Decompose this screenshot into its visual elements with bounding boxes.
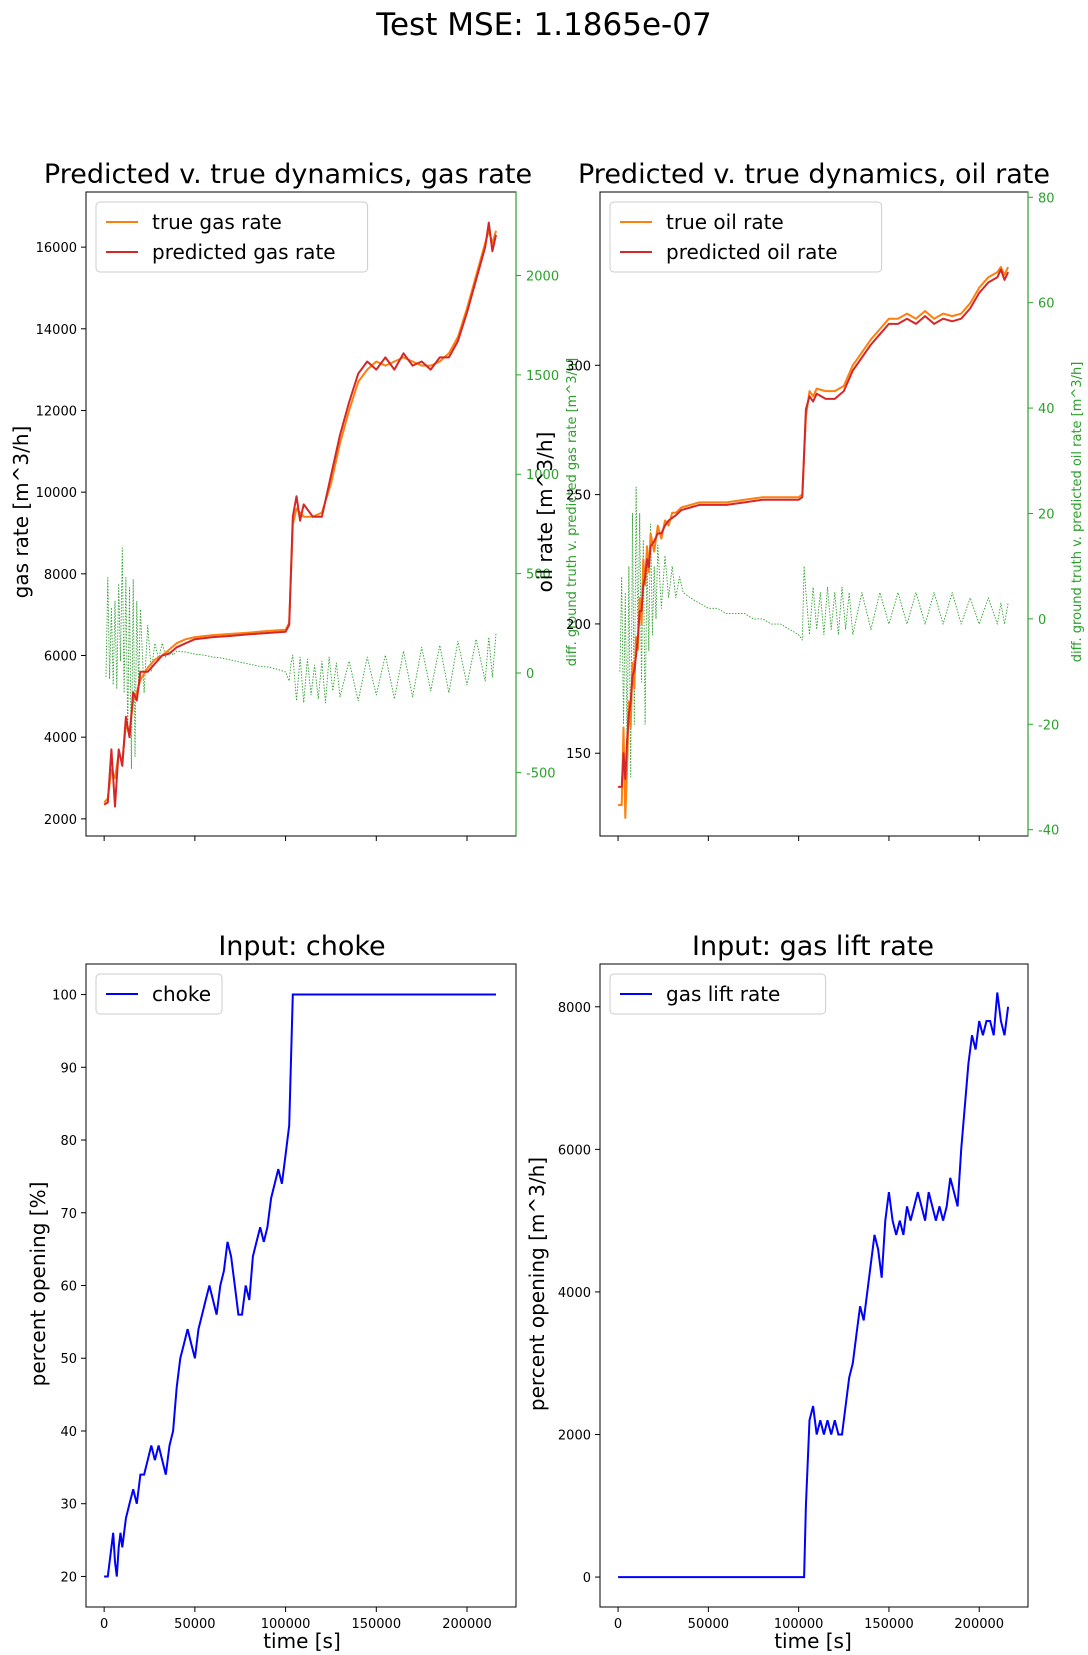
oil-y2tick-label: 80 bbox=[1038, 191, 1055, 206]
gaslift-legend-label: gas lift rate bbox=[666, 982, 780, 1006]
choke-xlabel: time [s] bbox=[263, 1629, 341, 1653]
choke-legend-label: choke bbox=[152, 982, 211, 1006]
gaslift-xtick-label: 50000 bbox=[688, 1617, 729, 1632]
oil-y2tick-label: 40 bbox=[1038, 402, 1055, 417]
oil-y2tick-label: -20 bbox=[1038, 718, 1059, 733]
gas-rate-title: Predicted v. true dynamics, gas rate bbox=[44, 159, 532, 190]
oil-rate-title: Predicted v. true dynamics, oil rate bbox=[578, 159, 1050, 190]
oil-ytick-label: 300 bbox=[566, 359, 591, 374]
choke-legend-box bbox=[95, 973, 223, 1015]
choke-xtick-label: 50000 bbox=[174, 1617, 215, 1632]
oil-plot-frame bbox=[599, 191, 1029, 837]
gaslift-xtick-label: 150000 bbox=[864, 1617, 914, 1632]
gas-y2tick-label: 1500 bbox=[526, 369, 559, 384]
choke-title: Input: choke bbox=[218, 931, 385, 962]
gas-y2tick-label: 1000 bbox=[526, 468, 559, 483]
gas-ytick-label: 12000 bbox=[36, 404, 77, 419]
oil-rate-y2label: diff. ground truth v. predicted oil rate… bbox=[1070, 362, 1085, 663]
oil-legend-label: predicted oil rate bbox=[666, 240, 838, 264]
oil-series-true-oil-rate bbox=[618, 266, 1010, 819]
choke-xtick-label: 100000 bbox=[261, 1617, 311, 1632]
gas-ytick-label: 6000 bbox=[44, 650, 77, 665]
gas-ytick-label: 14000 bbox=[36, 323, 77, 338]
choke-panel: Input: choke percent opening [%] time [s… bbox=[26, 931, 517, 1653]
gas-y2tick-label: 0 bbox=[526, 667, 534, 682]
oil-series-predicted-oil-rate bbox=[618, 268, 1010, 788]
gas-rate-panel: Predicted v. true dynamics, gas rate gas… bbox=[9, 159, 580, 841]
gas-series-difference bbox=[105, 547, 497, 769]
gaslift-ytick-label: 2000 bbox=[558, 1428, 591, 1443]
oil-legend-label: true oil rate bbox=[666, 210, 784, 234]
choke-ytick-label: 80 bbox=[60, 1134, 77, 1149]
gaslift-legend: gas lift rate bbox=[609, 973, 827, 1015]
gas-ytick-label: 10000 bbox=[36, 486, 77, 501]
gas-ytick-label: 8000 bbox=[44, 568, 77, 583]
oil-ytick-label: 250 bbox=[566, 489, 591, 504]
gas-legend-label: predicted gas rate bbox=[152, 240, 336, 264]
gas-lift-xlabel: time [s] bbox=[774, 1629, 852, 1653]
choke-legend: choke bbox=[95, 973, 223, 1015]
choke-ytick-label: 40 bbox=[60, 1425, 77, 1440]
choke-plot-frame bbox=[85, 963, 517, 1608]
choke-series-choke bbox=[104, 993, 496, 1578]
oil-rate-panel: Predicted v. true dynamics, oil rate oil… bbox=[533, 159, 1085, 841]
gas-lift-ylabel: percent opening [m^3/h] bbox=[525, 1157, 549, 1411]
choke-xtick-label: 200000 bbox=[442, 1617, 492, 1632]
choke-ylabel: percent opening [%] bbox=[26, 1182, 50, 1387]
gas-lift-title: Input: gas lift rate bbox=[692, 931, 934, 962]
gas-series-predicted-gas-rate bbox=[103, 221, 497, 808]
choke-ytick-label: 70 bbox=[60, 1207, 77, 1222]
gaslift-ytick-label: 0 bbox=[583, 1571, 591, 1586]
gaslift-ytick-label: 8000 bbox=[558, 1001, 591, 1016]
gaslift-xtick-label: 100000 bbox=[774, 1617, 824, 1632]
gas-ytick-label: 16000 bbox=[36, 241, 77, 256]
oil-y2tick-label: -40 bbox=[1038, 824, 1059, 839]
oil-legend: true oil rate predicted oil rate bbox=[609, 201, 883, 273]
figure-suptitle: Test MSE: 1.1865e-07 bbox=[375, 7, 711, 43]
oil-y2tick-label: 20 bbox=[1038, 507, 1055, 522]
oil-ytick-label: 150 bbox=[566, 747, 591, 762]
gaslift-xtick-label: 0 bbox=[614, 1617, 622, 1632]
gaslift-xtick-label: 200000 bbox=[954, 1617, 1004, 1632]
gas-ytick-label: 4000 bbox=[44, 731, 77, 746]
choke-xtick-label: 0 bbox=[100, 1617, 108, 1632]
choke-ytick-label: 90 bbox=[60, 1061, 77, 1076]
choke-ytick-label: 50 bbox=[60, 1352, 77, 1367]
gas-rate-y2label: diff. ground truth v. predicted gas rate… bbox=[565, 358, 580, 666]
gaslift-legend-box bbox=[609, 973, 827, 1015]
gas-ytick-label: 2000 bbox=[44, 813, 77, 828]
choke-ytick-label: 60 bbox=[60, 1280, 77, 1295]
gas-lift-panel: Input: gas lift rate percent opening [m^… bbox=[525, 931, 1029, 1653]
gaslift-ytick-label: 4000 bbox=[558, 1286, 591, 1301]
gas-rate-ylabel: gas rate [m^3/h] bbox=[9, 426, 33, 599]
gas-legend-label: true gas rate bbox=[152, 210, 282, 234]
choke-xtick-label: 150000 bbox=[351, 1617, 401, 1632]
choke-ytick-label: 100 bbox=[52, 989, 77, 1004]
oil-ytick-label: 200 bbox=[566, 618, 591, 633]
choke-ytick-label: 20 bbox=[60, 1570, 77, 1585]
oil-legend-box bbox=[609, 201, 883, 273]
gas-y2tick-label: 2000 bbox=[526, 269, 559, 284]
oil-y2tick-label: 0 bbox=[1038, 613, 1046, 628]
gaslift-plot-frame bbox=[599, 963, 1029, 1608]
choke-ytick-label: 30 bbox=[60, 1498, 77, 1513]
oil-series-difference bbox=[619, 486, 1009, 778]
gas-y2tick-label: -500 bbox=[526, 766, 556, 781]
gaslift-series-gas-lift-rate bbox=[618, 992, 1010, 1579]
gas-y2tick-label: 500 bbox=[526, 568, 551, 583]
gaslift-ytick-label: 6000 bbox=[558, 1143, 591, 1158]
oil-y2tick-label: 60 bbox=[1038, 297, 1055, 312]
gas-legend: true gas rate predicted gas rate bbox=[95, 201, 369, 273]
gas-legend-box bbox=[95, 201, 369, 273]
oil-rate-ylabel: oil rate [m^3/h] bbox=[533, 432, 557, 593]
